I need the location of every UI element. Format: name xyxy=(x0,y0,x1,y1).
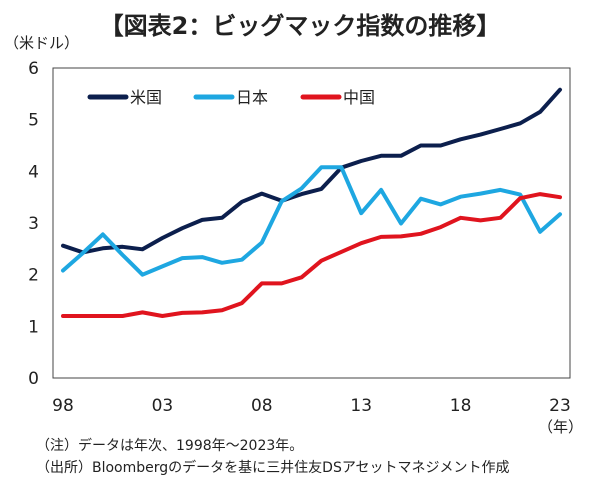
x-axis-unit-label: （年） xyxy=(538,418,583,436)
series-line-0 xyxy=(61,87,562,255)
y-tick-label: 6 xyxy=(28,59,39,79)
x-tick-label: 08 xyxy=(251,396,273,416)
x-tick-label: 03 xyxy=(152,396,174,416)
source-line: （出所）Bloombergのデータを基に三井住友DSアセットマネジメント作成 xyxy=(36,460,510,476)
series-line-2 xyxy=(61,192,562,318)
y-tick-label: 4 xyxy=(28,162,39,182)
plot-frame xyxy=(52,67,571,379)
y-tick-label: 5 xyxy=(28,111,39,131)
y-tick-label: 3 xyxy=(28,214,39,234)
legend-label: 日本 xyxy=(236,88,268,107)
x-tick-label: 98 xyxy=(52,396,74,416)
note-line: （注）データは年次、1998年～2023年。 xyxy=(36,438,304,454)
x-tick-label: 18 xyxy=(450,396,472,416)
series-line-1 xyxy=(61,165,562,277)
x-axis-ticks: 98 03 08 13 18 23 xyxy=(52,396,571,416)
legend-label: 米国 xyxy=(130,88,162,107)
y-tick-label: 1 xyxy=(28,317,39,337)
y-tick-label: 0 xyxy=(28,369,39,389)
series-lines xyxy=(61,87,562,318)
y-axis-unit-label: （米ドル） xyxy=(4,34,79,52)
y-axis-ticks: 0 1 2 3 4 5 6 xyxy=(28,59,39,389)
legend-label: 中国 xyxy=(343,88,375,107)
y-tick-label: 2 xyxy=(28,266,39,286)
x-tick-label: 13 xyxy=(350,396,372,416)
chart-title: 【図表2：ビッグマック指数の推移】 xyxy=(99,12,501,40)
x-tick-label: 23 xyxy=(549,396,571,416)
legend: 米国 日本 中国 xyxy=(87,88,375,107)
